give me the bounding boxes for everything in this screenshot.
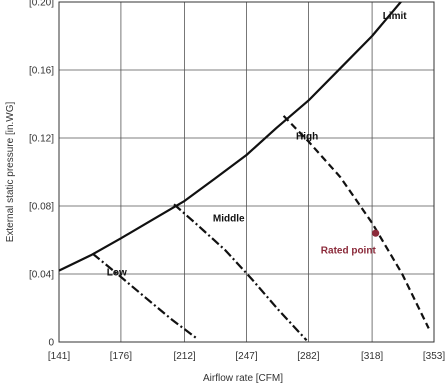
- x-tick-label: [353]: [423, 351, 445, 362]
- x-axis-title: Airflow rate [CFM]: [203, 373, 283, 384]
- series-label-limit: Limit: [383, 11, 408, 22]
- series-line-high: [282, 115, 430, 329]
- x-tick-label: [282]: [297, 351, 319, 362]
- y-tick-label: 0: [48, 338, 54, 349]
- series-label-middle: Middle: [213, 213, 245, 224]
- series-line-limit: [59, 2, 403, 272]
- series-label-high: High: [296, 132, 318, 143]
- x-tick-label: [176]: [110, 351, 132, 362]
- y-tick-label: [0.20]: [29, 0, 54, 9]
- plot-frame: [58, 1, 435, 343]
- y-tick-label: [0.08]: [29, 202, 54, 213]
- x-tick-label: [247]: [235, 351, 257, 362]
- y-tick-label: [0.04]: [29, 270, 54, 281]
- plot-border: [58, 1, 435, 343]
- y-axis-title: External static pressure [in.WG]: [5, 101, 16, 242]
- x-tick-label: [212]: [173, 351, 195, 362]
- grid: [58, 1, 435, 343]
- y-tick-label: [0.12]: [29, 134, 54, 145]
- series-line-low: [91, 252, 198, 340]
- point-marker-rated-point: [372, 229, 380, 237]
- series-line-middle: [173, 203, 308, 342]
- series-lines: [59, 2, 430, 342]
- series-label-low: Low: [107, 268, 127, 279]
- series-labels: Limit High Middle Low Rated point: [107, 11, 408, 279]
- tick-labels: [141] [176] [212] [247] [282] [318] [353] 0 [0.0…: [29, 0, 445, 362]
- x-tick-label: [141]: [48, 351, 70, 362]
- point-label-rated-point: Rated point: [321, 246, 377, 257]
- y-tick-label: [0.16]: [29, 66, 54, 77]
- x-tick-label: [318]: [361, 351, 383, 362]
